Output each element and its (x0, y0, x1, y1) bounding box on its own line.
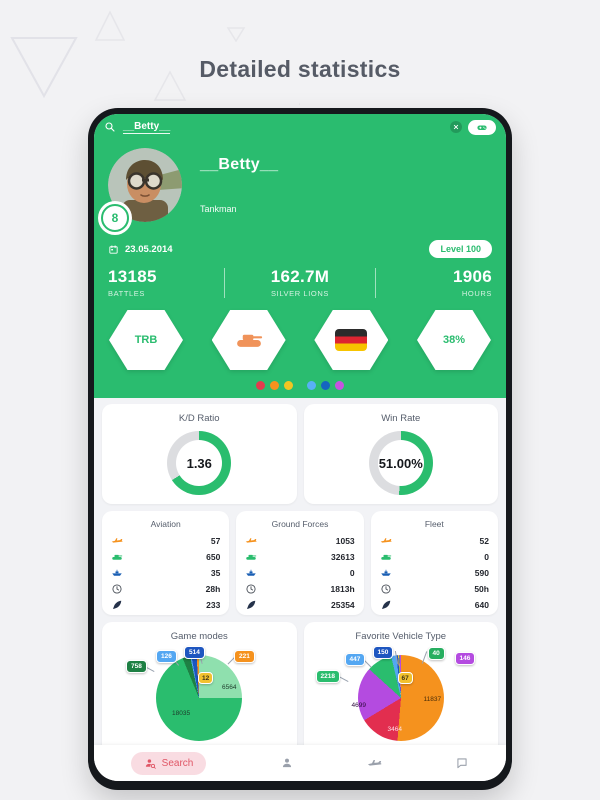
slice-callout: 2218 (315, 670, 340, 683)
level-pill: Level 100 (429, 240, 492, 258)
dot[interactable] (256, 381, 265, 390)
plane-icon (111, 535, 123, 547)
nav-profile[interactable] (280, 756, 294, 770)
clock-icon (245, 583, 257, 595)
stat-hours: 1906 HOURS (452, 267, 492, 298)
kd-ratio-card: K/D Ratio 1.36 (102, 404, 297, 504)
bottom-nav: Search (94, 745, 506, 781)
plane-icon (367, 756, 382, 771)
aviation-card: Aviation 57 650 35 28h 233 (102, 511, 230, 615)
ship-icon (380, 567, 392, 579)
dot[interactable] (270, 381, 279, 390)
slice-callout: 146 (454, 652, 476, 665)
hexagon-winrate[interactable]: 38% (416, 310, 491, 370)
person-search-icon (144, 757, 157, 770)
card-title: K/D Ratio (178, 413, 220, 424)
hexagon-nation[interactable] (314, 310, 389, 370)
stat-battles: 13185 BATTLES (108, 267, 157, 298)
kd-ratio-donut: 1.36 (167, 431, 232, 495)
nav-vehicles[interactable] (367, 756, 382, 771)
tank-icon (111, 551, 123, 563)
hexagon-game-mode[interactable]: TRB (109, 310, 183, 370)
slice-callout: 40 (427, 647, 445, 660)
slice-label: 4699 (351, 702, 366, 709)
slice-callout: 758 (126, 660, 147, 673)
hexagon-row: TRB 38% (108, 310, 492, 370)
divider (375, 267, 377, 298)
quill-icon (380, 599, 392, 611)
german-flag (335, 329, 368, 351)
gamepad-button[interactable] (468, 119, 496, 135)
slice-callout: 12 (198, 672, 214, 684)
search-bar: __Betty__ (94, 114, 506, 140)
clock-icon (111, 583, 123, 595)
app-screen: __Betty__ (94, 114, 506, 781)
tank-icon (245, 551, 257, 563)
dot[interactable] (284, 381, 293, 390)
search-icon (104, 121, 116, 133)
win-rate-donut: 51.00% (368, 431, 433, 495)
tablet-frame: __Betty__ (88, 108, 512, 790)
slice-callout: 514 (184, 646, 205, 659)
calendar-icon (108, 244, 119, 255)
plane-icon (380, 535, 392, 547)
slice-callout: 150 (372, 646, 394, 659)
slice-label: 11837 (423, 696, 442, 703)
slice-label: 3464 (387, 726, 402, 733)
clock-icon (380, 583, 392, 595)
slice-label: 18035 (172, 710, 191, 717)
quill-icon (245, 599, 257, 611)
carousel-dots (108, 381, 492, 390)
fleet-card: Fleet 52 0 590 50h 640 (370, 511, 498, 615)
nav-search[interactable]: Search (130, 751, 207, 775)
nav-chat[interactable] (455, 756, 469, 770)
win-rate-card: Win Rate 51.00% (303, 404, 498, 504)
profile-header: 8 __Betty__ Tankman 23.05.2014 Level 100… (94, 140, 506, 398)
card-title: Win Rate (381, 413, 421, 424)
tank-icon (380, 551, 392, 563)
dot[interactable] (307, 381, 316, 390)
profile-name: __Betty__ (200, 156, 279, 173)
clear-icon[interactable] (450, 121, 462, 133)
registration-date: 23.05.2014 (125, 243, 173, 255)
ground-forces-card: Ground Forces 1053 32613 0 1813h 25354 (236, 511, 364, 615)
game-modes-pie (156, 655, 243, 741)
divider (223, 267, 225, 298)
stat-silver-lions: 162.7M SILVER LIONS (270, 267, 330, 298)
dot[interactable] (321, 381, 330, 390)
quill-icon (111, 599, 123, 611)
slice-callout: 447 (344, 653, 366, 666)
content[interactable]: K/D Ratio 1.36 Win Rate 51.00% (94, 398, 506, 781)
hexagon-vehicle[interactable] (211, 310, 286, 370)
gamepad-icon (475, 122, 489, 133)
chat-icon (455, 756, 469, 770)
level-badge: 8 (101, 204, 129, 232)
avatar (108, 148, 182, 222)
search-input[interactable]: __Betty__ (123, 120, 171, 134)
ship-icon (245, 567, 257, 579)
stats-row: 13185 BATTLES 162.7M SILVER LIONS 1906 H… (108, 267, 492, 298)
slice-callout: 221 (234, 650, 255, 663)
ship-icon (111, 567, 123, 579)
plane-icon (245, 535, 257, 547)
profile-role: Tankman (200, 204, 237, 214)
slice-callout: 67 (397, 672, 413, 684)
slice-callout: 126 (156, 650, 177, 663)
page-title: Detailed statistics (199, 56, 401, 82)
person-icon (280, 756, 294, 770)
dot[interactable] (335, 381, 344, 390)
favorite-vehicle-pie (357, 655, 444, 741)
tank-icon (234, 325, 264, 355)
slice-label: 6564 (222, 684, 237, 691)
